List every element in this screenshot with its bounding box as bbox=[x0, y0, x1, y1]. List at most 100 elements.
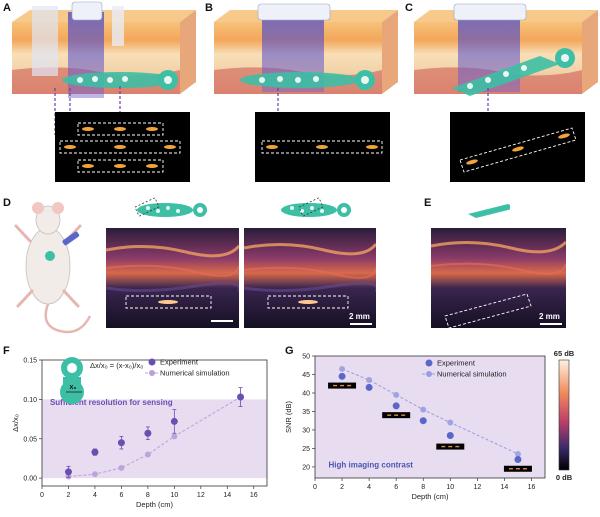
simulation-point bbox=[171, 433, 178, 440]
snr-thumbnail-dot bbox=[455, 445, 460, 448]
x-tick-label: 14 bbox=[501, 484, 509, 491]
panel-label-d: D bbox=[3, 197, 11, 209]
patch-icons-d bbox=[134, 197, 510, 218]
probe-a2 bbox=[71, 1, 103, 21]
y-tick-label: 0.05 bbox=[23, 436, 37, 443]
experiment-point bbox=[365, 383, 373, 391]
experiment-point bbox=[117, 439, 125, 447]
legend-marker-experiment bbox=[425, 359, 433, 367]
patch-icon-d1 bbox=[134, 197, 207, 217]
probe-a3 bbox=[112, 6, 124, 46]
experiment-point bbox=[514, 456, 522, 464]
chart-g: High imaging contrast 0 2 4 6 8 10 12 14 16 20 25 30… bbox=[284, 349, 575, 501]
simulation-point bbox=[447, 419, 454, 426]
shaded-region bbox=[42, 399, 267, 479]
ultrasound-image-d2: 2 mm bbox=[244, 228, 376, 328]
legend-label-experiment: Experiment bbox=[437, 359, 476, 368]
snr-thumbnail-dot bbox=[508, 468, 513, 470]
snr-thumbnail-dot bbox=[347, 384, 352, 387]
patch-icon-e bbox=[468, 204, 510, 218]
simulation-point bbox=[118, 464, 125, 471]
scale-bar-d1 bbox=[211, 320, 233, 322]
simulation-point bbox=[366, 377, 373, 384]
tissue-illustrations bbox=[12, 1, 598, 182]
shaded-region-label: Sufficient resolution for sensing bbox=[50, 398, 173, 407]
y-tick-label: 0.00 bbox=[23, 476, 37, 483]
y-tick-label: 0.15 bbox=[23, 358, 37, 365]
shaded-region-label: High imaging contrast bbox=[329, 461, 414, 470]
x-tick-label: 12 bbox=[197, 492, 205, 499]
ultrasound-image-e: 2 mm bbox=[431, 228, 566, 328]
x-tick-label: 14 bbox=[223, 492, 231, 499]
x-tick-label: 4 bbox=[367, 484, 371, 491]
formula-text: Δx/x₀ = (x-x₀)/x₀ bbox=[90, 361, 143, 370]
experiment-point bbox=[91, 448, 99, 456]
x-tick-label: 8 bbox=[146, 492, 150, 499]
experiment-point bbox=[338, 372, 346, 380]
legend-label-experiment: Experiment bbox=[160, 358, 199, 367]
axes-frame bbox=[314, 355, 546, 479]
ultrasound-image-d1 bbox=[106, 228, 239, 328]
y-tick-label: 50 bbox=[302, 354, 310, 361]
probe-b bbox=[257, 3, 331, 21]
tissue-block-c bbox=[414, 3, 598, 96]
legend-marker-experiment bbox=[148, 358, 156, 366]
snr-thumbnail-dot bbox=[441, 445, 446, 448]
x-tick-label: 0 bbox=[313, 484, 317, 491]
y-tick-label: 40 bbox=[302, 390, 310, 397]
y-axis-label: SNR (dB) bbox=[284, 400, 293, 433]
x-tick-label: 6 bbox=[394, 484, 398, 491]
tissue-block-a bbox=[12, 1, 196, 98]
colorbar-max-label: 65 dB bbox=[554, 349, 575, 358]
experiment-point bbox=[170, 417, 178, 425]
legend-label-simulation: Numerical simulation bbox=[437, 370, 507, 379]
mouse-illustration bbox=[14, 202, 92, 334]
y-axis-label: Δx/x₀ bbox=[11, 414, 20, 432]
snr-thumbnail-dot bbox=[401, 414, 406, 416]
panel-label-f: F bbox=[3, 345, 10, 357]
patch-inset: x₀ bbox=[60, 357, 84, 404]
legend-marker-simulation bbox=[426, 371, 432, 377]
simulation-point bbox=[514, 450, 521, 457]
x-tick-label: 2 bbox=[340, 484, 344, 491]
panel-label-c: C bbox=[405, 2, 413, 14]
snr-thumbnail-dot bbox=[394, 414, 399, 416]
y-tick-label: 25 bbox=[302, 446, 310, 453]
probe-on-mouse bbox=[62, 231, 80, 246]
snr-thumbnail-dot bbox=[515, 468, 520, 470]
simulation-line bbox=[68, 396, 241, 478]
simulation-point bbox=[144, 451, 151, 458]
x-tick-label: 6 bbox=[119, 492, 123, 499]
snr-thumbnail-dot bbox=[448, 445, 453, 448]
experiment-point bbox=[64, 468, 72, 476]
simulation-point bbox=[339, 365, 346, 372]
legend-marker-simulation bbox=[149, 370, 155, 376]
x-tick-label: 12 bbox=[473, 484, 481, 491]
b-mode-image-c bbox=[450, 112, 585, 182]
scale-bar-e bbox=[540, 323, 562, 325]
x-axis-label: Depth (cm) bbox=[411, 492, 449, 501]
snr-thumbnail-dot bbox=[333, 384, 338, 387]
scale-bar-d2 bbox=[350, 323, 372, 325]
experiment-point bbox=[446, 431, 454, 439]
x-tick-label: 8 bbox=[421, 484, 425, 491]
colorbar bbox=[558, 359, 570, 471]
y-tick-label: 20 bbox=[302, 464, 310, 471]
panel-label-a: A bbox=[3, 2, 11, 14]
inset-x0-label: x₀ bbox=[69, 384, 76, 391]
snr-thumbnail-dot bbox=[522, 468, 527, 470]
y-tick-label: 35 bbox=[302, 409, 310, 416]
snr-thumbnail-dot bbox=[340, 384, 345, 387]
x-tick-label: 4 bbox=[93, 492, 97, 499]
scale-label-d: 2 mm bbox=[349, 312, 370, 321]
experiment-point bbox=[144, 429, 152, 437]
chart-f: Sufficient resolution for sensing 0 2 4 6 8 10… bbox=[11, 357, 268, 509]
simulation-point bbox=[393, 391, 400, 398]
y-tick-label: 30 bbox=[302, 427, 310, 434]
scale-label-e: 2 mm bbox=[539, 312, 560, 321]
x-tick-label: 16 bbox=[528, 484, 536, 491]
experiment-point bbox=[237, 393, 245, 401]
experiment-point bbox=[419, 417, 427, 425]
tissue-block-b bbox=[214, 3, 398, 94]
snr-thumbnail-dot bbox=[387, 414, 392, 416]
